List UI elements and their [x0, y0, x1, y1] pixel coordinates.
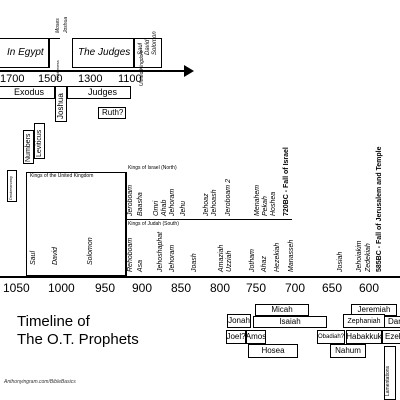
- israel-judah-divider: [126, 219, 292, 220]
- book-exodus: Exodus: [14, 87, 45, 97]
- book-deuteronomy: Deuteronomy: [8, 175, 13, 200]
- united-kingdom-box: [26, 172, 126, 276]
- israel-fall: 720BC - Fall of Israel: [283, 147, 290, 216]
- israel-king-hoshea: Hoshea: [270, 191, 277, 216]
- judah-king-asa: Asa: [137, 259, 144, 272]
- book-numbers: Numbers: [25, 133, 32, 162]
- period-judges: The Judges: [78, 47, 131, 58]
- judah-king-manasseh: Manasseh: [288, 239, 295, 272]
- israel-label: Kings of Israel (North): [128, 165, 177, 171]
- prophet-micah: Micah: [255, 304, 309, 316]
- prophet-ezekiel: Ezek: [382, 330, 400, 344]
- book-numbers-box: [23, 130, 34, 164]
- judah-king-amaziah: Amaziah: [218, 244, 225, 272]
- judah-fall: 585BC - Fall of Jerusalem and Temple: [376, 146, 383, 272]
- top-axis-tick-1700: 1700: [0, 73, 25, 85]
- period-joshua-box: [60, 38, 72, 68]
- judah-king-uzziah: Uzziah: [226, 250, 233, 272]
- israel-king-jeroboam-2: Jeroboam 2: [225, 179, 232, 216]
- uk-king-solomon: Solomon: [87, 237, 94, 265]
- judah-king-rehoboam: Rehoboam: [127, 237, 134, 272]
- top-axis-arrow-icon: [184, 65, 194, 77]
- israel-king-jehoash: Jehoash: [211, 189, 218, 216]
- book-leviticus: Leviticus: [36, 129, 43, 157]
- united-kingdom-label: Kings of the United Kingdom: [30, 173, 94, 179]
- main-axis-tick-750: 750: [246, 281, 267, 295]
- main-axis-tick-850: 850: [171, 281, 192, 295]
- period-joshua: Joshua: [63, 16, 69, 33]
- book-joshua: Joshua: [56, 93, 65, 119]
- main-axis-tick-700: 700: [285, 281, 306, 295]
- prophet-obadiah: Obadiah?: [317, 330, 345, 344]
- israel-king-baasha: Baasha: [137, 192, 144, 216]
- judah-king-hezekiah: Hezekiah: [274, 242, 281, 272]
- israel-king-jehoaz: Jehoaz: [203, 193, 210, 216]
- prophet-nahum: Nahum: [330, 344, 366, 358]
- prophet-amos: Amos: [246, 330, 266, 344]
- book-leviticus-box: [34, 123, 45, 159]
- book-deuteronomy-box: [7, 170, 17, 202]
- period-judges-box: [72, 38, 134, 68]
- top-axis-tick-1500: 1500: [38, 73, 63, 85]
- prophet-hosea: Hosea: [248, 344, 298, 358]
- uk-king-david: David: [52, 247, 59, 265]
- period-king-david: David: [145, 39, 151, 55]
- israel-king-ahab: Ahab: [161, 199, 168, 216]
- top-axis-tick-1100: 1100: [118, 73, 142, 85]
- main-axis-tick-1050: 1050: [3, 281, 30, 295]
- period-in-egypt-box: [0, 38, 49, 68]
- judah-king-ahaz: Ahaz: [261, 256, 268, 272]
- judah-label: Kings of Judah (South): [128, 221, 179, 227]
- main-axis-tick-900: 900: [132, 281, 153, 295]
- prophet-jonah: Jonah: [227, 314, 251, 328]
- book-judges: Judges: [88, 87, 118, 97]
- prophet-daniel: Dar: [384, 316, 400, 328]
- judah-king-jehoiakim: Jehoiakim: [356, 240, 363, 272]
- period-kings-box: [134, 38, 162, 68]
- prophet-joel: Joel?: [226, 330, 246, 344]
- chart-title-line-1: Timeline of: [17, 313, 90, 330]
- judah-king-jotham: Jotham: [249, 249, 256, 272]
- period-moses: Moses: [55, 18, 61, 33]
- book-ruth: Ruth?: [102, 108, 124, 117]
- prophet-habakkuk: Habakkuk: [346, 330, 382, 344]
- book-lamentations: Lamentations: [385, 365, 391, 396]
- credit-text: Anthonyingram.com/BibleBasics: [4, 379, 76, 385]
- judah-king-josiah: Josiah: [337, 251, 344, 272]
- uk-king-saul: Saul: [30, 250, 37, 265]
- prophet-isaiah: Isaiah: [253, 316, 327, 328]
- judah-king-jehoshaphat: Jehoshaphat: [157, 231, 164, 272]
- israel-king-menahem: Menahem: [254, 184, 261, 216]
- main-axis-tick-600: 600: [359, 281, 380, 295]
- chart-title-line-2: The O.T. Prophets: [17, 331, 139, 348]
- judah-king-joash: Joash: [191, 253, 198, 272]
- book-judges-box: [67, 86, 131, 99]
- prophet-zephaniah: Zephaniah: [343, 314, 385, 328]
- book-joshua-box: [55, 86, 67, 122]
- main-axis-tick-800: 800: [210, 281, 231, 295]
- book-ruth-box: [98, 107, 126, 119]
- period-wilderness-box: [50, 66, 72, 80]
- judah-king-jehoram: Jehoram: [169, 244, 176, 272]
- judah-king-zedekiah: Zedekiah: [365, 243, 372, 272]
- period-in-egypt: In Egypt: [7, 47, 44, 58]
- main-axis-line: [0, 276, 400, 278]
- book-exodus-box: [0, 86, 55, 99]
- top-axis-line: [0, 70, 186, 72]
- main-axis-tick-650: 650: [322, 281, 343, 295]
- israel-king-jeroboam: Jeroboam: [127, 184, 134, 216]
- main-axis-tick-950: 950: [95, 281, 116, 295]
- main-axis-tick-1000: 1000: [48, 281, 75, 295]
- israel-king-jehu: Jehu: [180, 200, 187, 216]
- israel-king-omri: Omri: [153, 200, 160, 216]
- divided-kingdom-left-border: [126, 172, 127, 276]
- israel-king-jehoram: Jehoram: [169, 188, 176, 216]
- period-king-solomon: Solomon: [152, 31, 158, 55]
- israel-king-pekah: Pekah: [262, 196, 269, 216]
- top-axis-tick-1300: 1300: [78, 73, 103, 85]
